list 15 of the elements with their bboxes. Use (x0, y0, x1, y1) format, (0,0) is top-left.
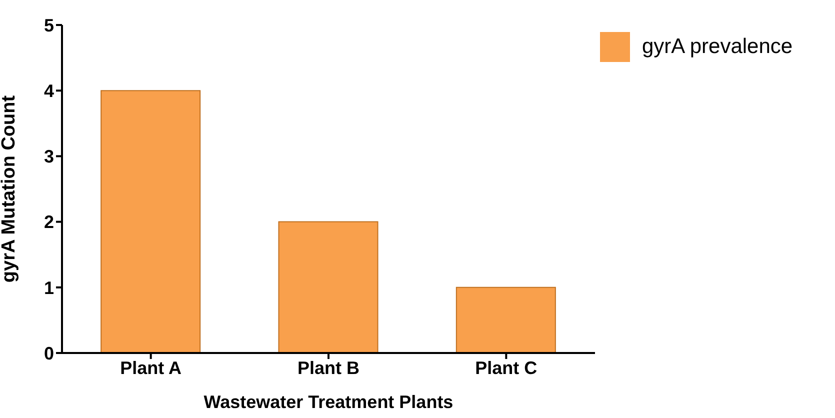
y-tick-label: 3 (44, 146, 54, 167)
x-axis-title: Wastewater Treatment Plants (204, 392, 454, 412)
bar (278, 221, 378, 353)
x-tick-label: Plant B (297, 358, 360, 378)
x-tick-label: Plant C (475, 358, 538, 378)
x-tick-label: Plant A (120, 358, 182, 378)
bar (456, 286, 556, 353)
legend-label: gyrA prevalence (642, 34, 793, 58)
y-axis-title: gyrA Mutation Count (0, 94, 20, 283)
y-tick-label: 4 (44, 80, 54, 101)
bar (100, 90, 201, 353)
y-tick-label: 1 (44, 278, 54, 298)
y-tick-label: 5 (44, 15, 54, 36)
y-tick-label: 0 (44, 343, 54, 364)
y-tick-label: 2 (44, 212, 54, 232)
